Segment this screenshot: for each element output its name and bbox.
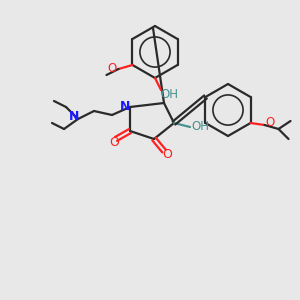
Text: N: N <box>69 110 79 124</box>
Text: O: O <box>108 61 117 74</box>
Text: OH: OH <box>191 121 209 134</box>
Text: O: O <box>109 136 119 149</box>
Text: O: O <box>265 116 274 130</box>
Text: OH: OH <box>160 88 178 100</box>
Text: N: N <box>120 100 130 112</box>
Text: O: O <box>162 148 172 161</box>
